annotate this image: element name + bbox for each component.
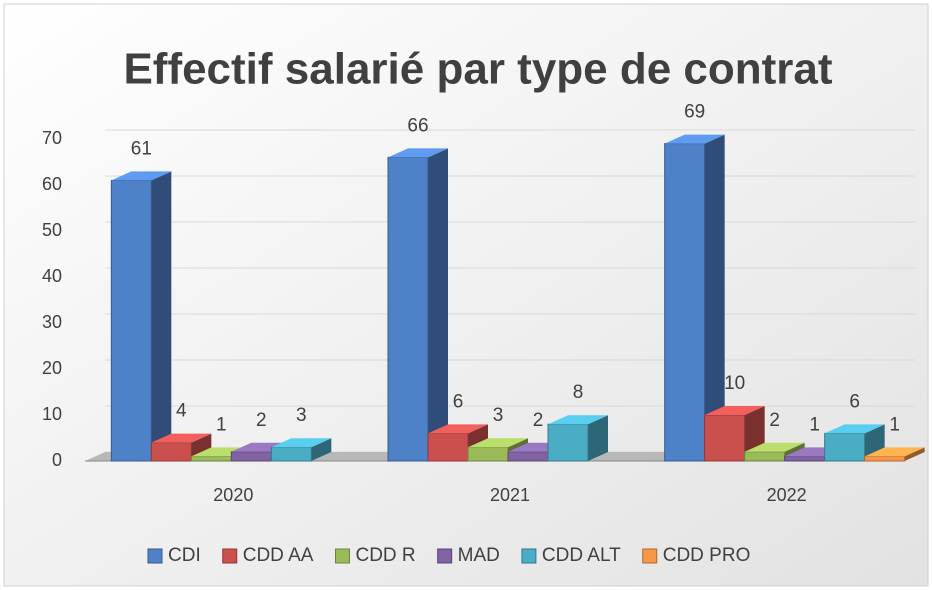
bar xyxy=(824,432,866,462)
bar xyxy=(704,414,746,462)
bar xyxy=(664,143,706,462)
data-label: 2 xyxy=(769,410,780,431)
data-label: 2 xyxy=(533,410,544,431)
x-tick-label: 2022 xyxy=(767,485,807,505)
bar-top xyxy=(388,148,448,158)
bar-top xyxy=(468,438,528,448)
legend-swatch xyxy=(437,548,453,564)
data-label: 3 xyxy=(493,405,504,426)
x-tick-label: 2020 xyxy=(213,485,253,505)
bar xyxy=(427,432,469,462)
bar xyxy=(864,455,906,462)
legend-label: CDD PRO xyxy=(663,545,751,566)
data-label: 1 xyxy=(889,414,900,435)
bar xyxy=(190,455,232,462)
data-label: 69 xyxy=(684,102,705,123)
data-label: 3 xyxy=(296,405,307,426)
x-tick-label: 2021 xyxy=(490,485,530,505)
legend-label: CDI xyxy=(168,545,201,566)
bar xyxy=(744,451,786,462)
y-tick-label: 70 xyxy=(42,128,62,148)
bar xyxy=(507,451,549,462)
bar xyxy=(387,156,429,462)
legend-swatch xyxy=(521,548,537,564)
bar xyxy=(110,179,152,462)
chart-title: Effectif salarié par type de contrat xyxy=(123,45,832,94)
y-tick-label: 0 xyxy=(52,450,62,470)
data-label: 1 xyxy=(216,414,227,435)
bar-side xyxy=(904,447,925,461)
data-label: 1 xyxy=(809,414,820,435)
y-tick-label: 20 xyxy=(42,358,62,378)
bar xyxy=(547,423,589,462)
bar-side xyxy=(428,148,448,461)
bar-top xyxy=(428,424,488,434)
y-tick-label: 30 xyxy=(42,312,62,332)
bar xyxy=(784,455,826,462)
legend-swatch xyxy=(334,548,350,564)
bar-top xyxy=(151,433,212,443)
data-label: 8 xyxy=(573,382,584,403)
y-tick-label: 40 xyxy=(42,266,62,286)
bar-top xyxy=(704,406,765,415)
data-label: 4 xyxy=(176,401,187,422)
bar xyxy=(230,451,272,462)
data-label: 6 xyxy=(453,391,464,412)
legend-label: CDD ALT xyxy=(542,545,621,566)
legend-swatch xyxy=(642,548,658,564)
bar xyxy=(150,442,192,462)
bar-top xyxy=(111,171,172,181)
y-tick-label: 60 xyxy=(42,174,62,194)
data-label: 66 xyxy=(407,115,428,136)
data-label: 6 xyxy=(849,391,860,412)
legend-swatch xyxy=(222,548,238,564)
bar-side xyxy=(151,171,172,461)
bar-side xyxy=(311,438,332,461)
bar-top xyxy=(664,134,725,144)
data-label: 2 xyxy=(256,410,267,431)
bar-top xyxy=(744,442,805,452)
bar-top xyxy=(824,424,885,434)
y-tick-label: 10 xyxy=(42,404,62,424)
data-label: 61 xyxy=(131,138,152,159)
bar-top xyxy=(548,415,608,425)
legend-label: CDD AA xyxy=(243,545,314,566)
bar-top xyxy=(864,447,925,457)
bar-side xyxy=(588,415,608,461)
bar-side xyxy=(704,134,725,461)
bar xyxy=(270,446,312,462)
legend-label: CDD R xyxy=(355,545,415,566)
y-tick-label: 50 xyxy=(42,220,62,240)
data-label: 10 xyxy=(724,373,745,394)
legend-swatch xyxy=(147,548,163,564)
bar-top xyxy=(271,438,332,448)
bar xyxy=(467,446,509,462)
legend-label: MAD xyxy=(458,545,500,566)
